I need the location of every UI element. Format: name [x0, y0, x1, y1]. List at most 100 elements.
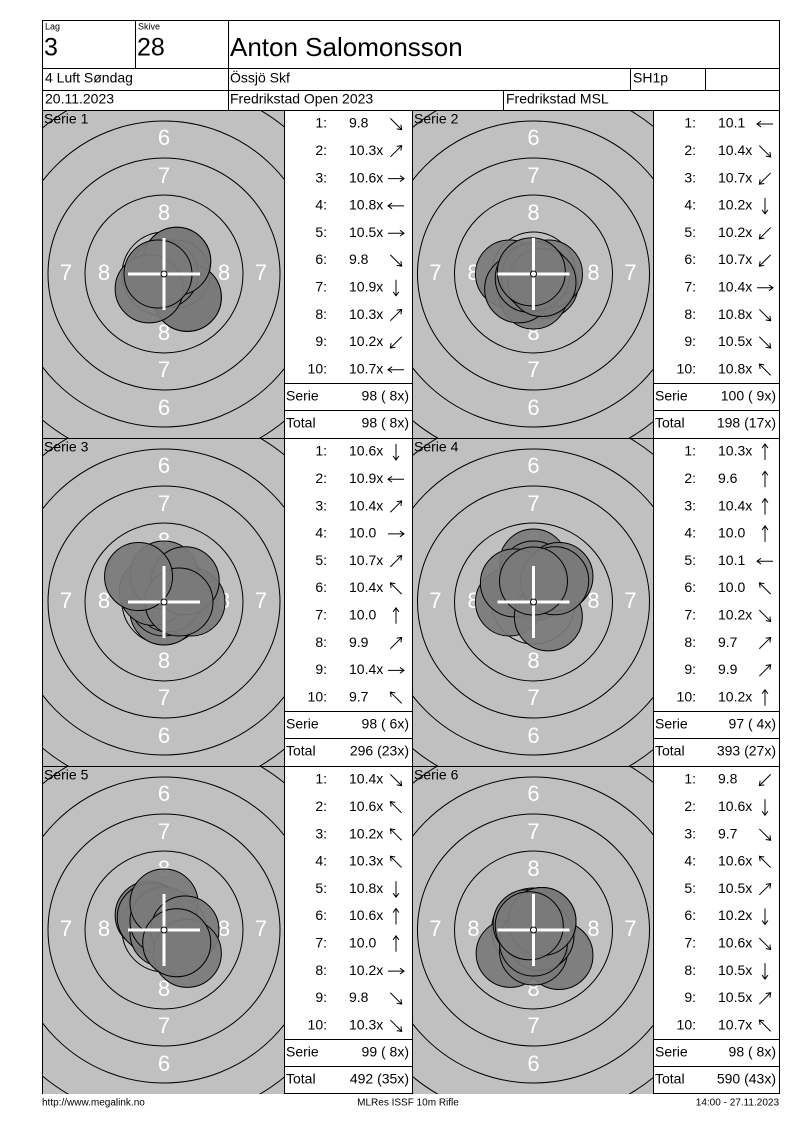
- shot-number: 6:: [684, 907, 696, 923]
- ring-label: 6: [158, 453, 170, 478]
- direction-arrow: [761, 497, 769, 515]
- direction-arrow: [392, 606, 400, 624]
- shot-score: 9.7: [349, 688, 369, 704]
- direction-arrow: [389, 145, 403, 158]
- direction-arrow: [758, 609, 772, 623]
- ring-label: 7: [527, 163, 539, 188]
- shot-number: 3:: [315, 825, 327, 841]
- ring-label: 6: [527, 781, 539, 806]
- ring-label: 7: [429, 260, 441, 285]
- shot-number: 7:: [315, 607, 327, 623]
- shot-score: 10.2x: [718, 224, 752, 240]
- shot-number: 3:: [315, 497, 327, 513]
- shot-score: 10.2x: [349, 962, 383, 978]
- shot-number: 5:: [684, 880, 696, 896]
- ring-label: 7: [527, 685, 539, 710]
- series-title: Serie 2: [414, 111, 459, 127]
- shot-score: 9.8: [349, 251, 369, 267]
- direction-arrow: [758, 309, 772, 322]
- direction-arrow: [758, 855, 772, 868]
- ring: [47, 157, 281, 391]
- direction-arrow: [758, 882, 772, 896]
- shot-number: 4:: [315, 525, 327, 541]
- direction-arrow: [389, 855, 403, 868]
- center: [530, 270, 537, 278]
- shot-score: 10.8x: [718, 306, 752, 322]
- shot-number: 8:: [315, 306, 327, 322]
- direction-arrow: [758, 664, 772, 677]
- shot-score: 9.8: [718, 771, 738, 787]
- direction-arrow: [388, 229, 405, 237]
- direction-arrow: [758, 254, 772, 267]
- ring: [413, 120, 653, 428]
- shot-score: 10.4x: [718, 497, 752, 513]
- ring-label: 7: [527, 1013, 539, 1038]
- direction-arrow: [758, 636, 772, 650]
- shot-number: 1:: [315, 115, 327, 131]
- total-label: Total: [655, 415, 685, 431]
- serie-label: Serie: [655, 388, 688, 404]
- shot-number: 6:: [684, 579, 696, 595]
- class: SH1p: [633, 70, 668, 86]
- shot-number: 5:: [684, 224, 696, 240]
- competition: Fredrikstad Open 2023: [230, 91, 373, 107]
- shot-score: 10.4x: [349, 661, 383, 677]
- ring-label: 7: [158, 491, 170, 516]
- ring-label: 6: [158, 125, 170, 150]
- ring: [454, 850, 613, 1010]
- ring-label: 7: [60, 588, 72, 613]
- ring-label: 7: [60, 916, 72, 941]
- shot-score: 9.7: [718, 825, 738, 841]
- shot-number: 2:: [315, 142, 327, 158]
- shot-number: 9:: [684, 333, 696, 349]
- direction-arrow: [756, 120, 773, 128]
- ring-label: 7: [255, 588, 267, 613]
- direction-arrow: [389, 117, 403, 131]
- shot-number: 5:: [315, 552, 327, 568]
- ring: [84, 850, 244, 1010]
- shot-number: 10:: [308, 1016, 327, 1032]
- ring-label: 6: [527, 395, 539, 420]
- shot-score: 10.0: [718, 579, 745, 595]
- shot-number: 10:: [677, 688, 696, 704]
- shot-number: 1:: [315, 771, 327, 787]
- total-label: Total: [655, 1071, 685, 1087]
- serie-label: Serie: [286, 388, 319, 404]
- ring-label: 6: [158, 723, 170, 748]
- shot-number: 2:: [315, 798, 327, 814]
- lag-label: Lag: [45, 21, 60, 31]
- ring: [43, 448, 284, 756]
- direction-arrow: [389, 636, 403, 650]
- ring-label: 8: [158, 200, 170, 225]
- direction-arrow: [387, 475, 404, 483]
- direction-arrow: [389, 308, 403, 322]
- ring-label: 7: [60, 260, 72, 285]
- date: 20.11.2023: [45, 91, 114, 107]
- shot-score: 10.3x: [349, 853, 383, 869]
- total-label: Total: [286, 743, 316, 759]
- ring-label: 7: [527, 491, 539, 516]
- shot-score: 10.5x: [718, 333, 752, 349]
- ring-label: 6: [158, 395, 170, 420]
- event: 4 Luft Søndag: [45, 70, 133, 86]
- ring-label: 8: [587, 588, 599, 613]
- direction-arrow: [761, 197, 769, 215]
- shot-number: 7:: [315, 279, 327, 295]
- ring-label: 7: [255, 260, 267, 285]
- shot-score: 10.9x: [349, 279, 383, 295]
- shot-number: 8:: [315, 634, 327, 650]
- shot-score: 9.9: [349, 634, 369, 650]
- ring: [43, 120, 284, 428]
- shot-number: 6:: [315, 251, 327, 267]
- shot-score: 10.8x: [349, 197, 383, 213]
- ring: [413, 448, 653, 756]
- series-title: Serie 6: [414, 767, 459, 783]
- direction-arrow: [756, 557, 773, 565]
- shot-score: 10.5x: [718, 880, 752, 896]
- shot-hole: [104, 542, 174, 612]
- total-score: 393 (27x): [717, 743, 776, 759]
- shot-score: 9.8: [349, 989, 369, 1005]
- total-label: Total: [286, 415, 316, 431]
